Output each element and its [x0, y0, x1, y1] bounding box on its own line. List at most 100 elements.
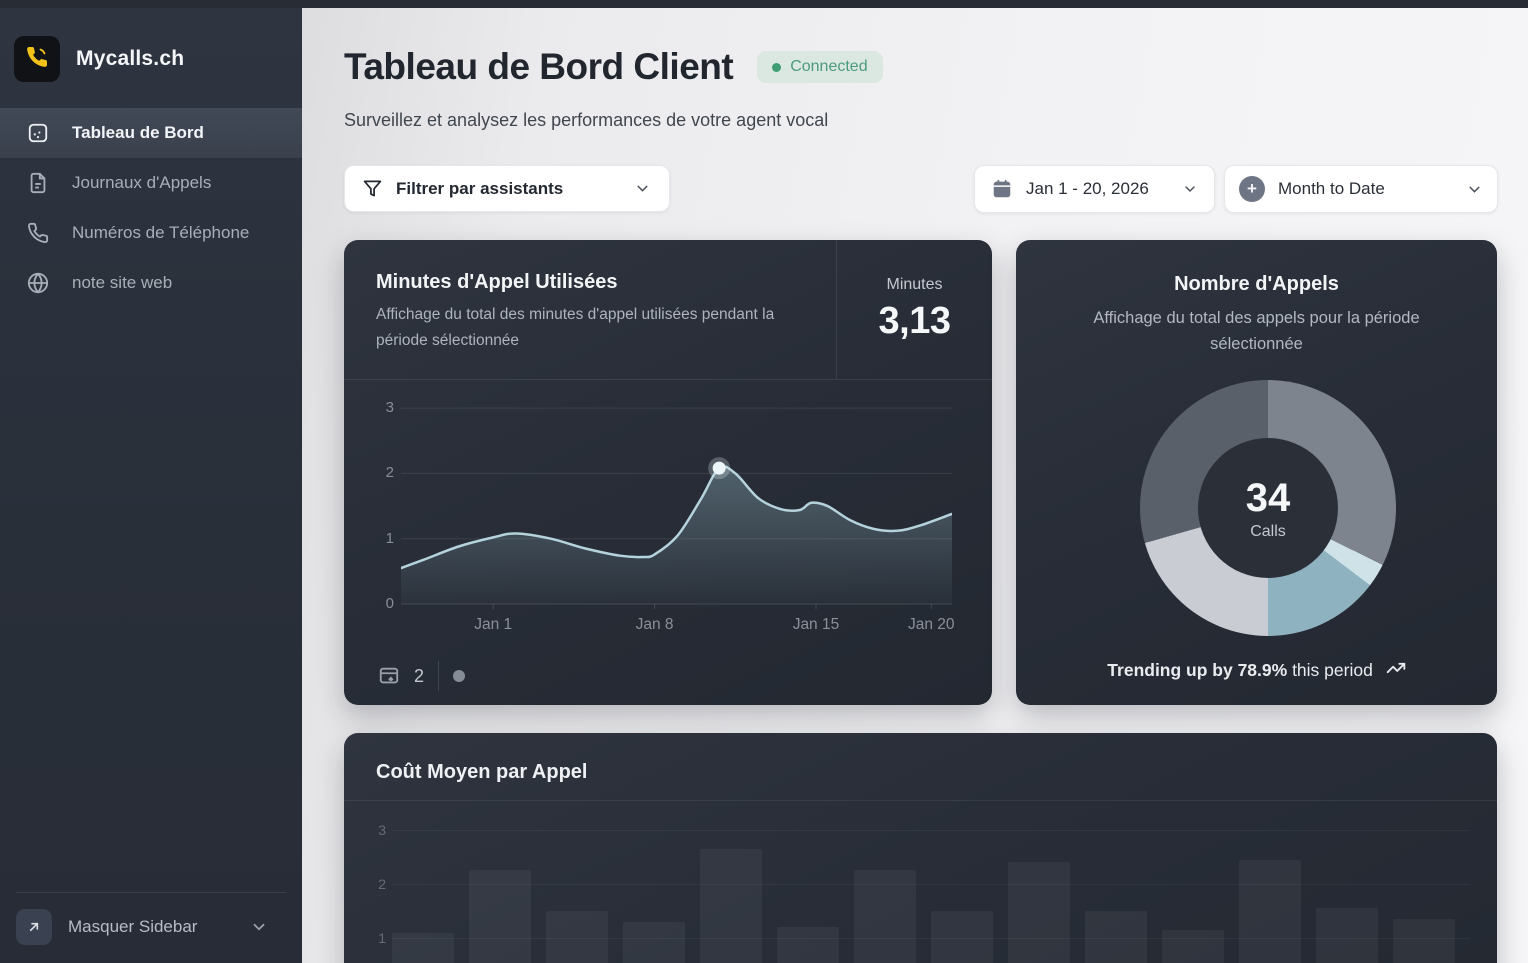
chart-series-count: 2 — [414, 665, 425, 686]
status-badge: Connected — [757, 51, 883, 83]
cost-bar — [1162, 930, 1224, 963]
cost-bar — [1008, 862, 1070, 963]
sidebar-item-dashboard[interactable]: Tableau de Bord — [0, 108, 302, 158]
brand-name: Mycalls.ch — [76, 47, 185, 70]
cost-bar — [546, 911, 608, 963]
sidebar-item-label: Tableau de Bord — [72, 123, 204, 142]
calls-donut-chart: 34 Calls — [1140, 380, 1396, 636]
y-tick-label: 2 — [385, 464, 394, 482]
trending-up-icon — [1386, 658, 1406, 678]
card-divider — [344, 800, 1497, 801]
sidebar-item-label: Numéros de Téléphone — [72, 223, 250, 242]
sidebar-item-label: note site web — [72, 273, 173, 292]
cost-bar — [1316, 908, 1378, 963]
calls-card: Nombre d'Appels Affichage du total des a… — [1016, 240, 1497, 705]
y-tick-label: 3 — [378, 821, 386, 838]
chevron-down-icon[interactable] — [250, 918, 268, 936]
x-tick-label: Jan 20 — [907, 616, 955, 633]
gridline — [392, 937, 1470, 939]
y-tick-label: 2 — [378, 875, 386, 892]
y-tick-label: 1 — [385, 529, 394, 547]
y-tick-label: 3 — [385, 399, 394, 417]
cost-bar — [777, 927, 839, 963]
cost-bar — [1393, 919, 1455, 963]
cost-bar — [392, 933, 454, 963]
y-tick-label: 0 — [385, 595, 394, 612]
footer-divider — [438, 661, 440, 691]
status-badge-label: Connected — [790, 58, 868, 75]
cost-bar — [931, 911, 993, 963]
status-dot-icon — [772, 62, 782, 72]
date-preset-label: Month to Date — [1278, 179, 1385, 198]
sidebar-item-phone-numbers[interactable]: Numéros de Téléphone — [0, 208, 302, 258]
x-tick-label: Jan 8 — [635, 616, 674, 633]
collapse-sidebar-label: Masquer Sidebar — [68, 917, 198, 936]
cost-bar-chart — [392, 806, 1470, 963]
dashboard-icon — [26, 121, 50, 145]
assistant-filter-label: Filtrer par assistants — [396, 178, 564, 198]
collapse-sidebar-button[interactable]: Masquer Sidebar — [16, 909, 286, 945]
cost-bar — [623, 922, 685, 963]
date-preset-dropdown[interactable]: + Month to Date — [1224, 165, 1498, 213]
assistant-filter-dropdown[interactable]: Filtrer par assistants — [344, 165, 670, 212]
sidebar-divider — [16, 892, 286, 893]
date-range-label: Jan 1 - 20, 2026 — [1026, 179, 1149, 198]
cost-bar — [469, 870, 531, 963]
card-divider — [344, 379, 992, 380]
chevron-down-icon — [1182, 181, 1198, 197]
gridline — [392, 883, 1470, 885]
filter-funnel-icon — [363, 179, 382, 198]
window-top-bar — [0, 0, 1528, 8]
donut-center: 34 Calls — [1198, 438, 1338, 578]
globe-icon — [26, 271, 50, 295]
gridline — [392, 829, 1470, 831]
minutes-area-chart — [399, 395, 954, 610]
document-icon — [26, 171, 50, 195]
sidebar-item-call-logs[interactable]: Journaux d'Appels — [0, 158, 302, 208]
page-title: Tableau de Bord Client — [344, 46, 734, 87]
panel-arrow-icon — [378, 665, 400, 687]
sidebar-footer: Masquer Sidebar — [0, 878, 302, 963]
cost-card-title: Coût Moyen par Appel — [376, 761, 588, 783]
cost-chart-grid — [392, 806, 1470, 963]
x-tick-label: Jan 15 — [792, 616, 840, 633]
phone-handset-icon — [26, 221, 50, 245]
page-subtitle: Surveillez et analysez les performances … — [344, 110, 829, 130]
calls-total-value: 34 — [1245, 475, 1291, 520]
minutes-chart-y-axis: 0 1 2 3 — [364, 395, 394, 612]
cost-bar — [854, 870, 916, 963]
minutes-metric: Minutes 3,13 — [836, 240, 992, 379]
brand-logo — [14, 36, 60, 82]
cost-card: Coût Moyen par Appel 1 2 3 — [344, 733, 1497, 963]
date-range-dropdown[interactable]: Jan 1 - 20, 2026 — [974, 165, 1215, 213]
minutes-card-title: Minutes d'Appel Utilisées — [376, 271, 618, 293]
minutes-chart-x-axis: Jan 1 Jan 8 Jan 15 Jan 20 — [401, 616, 954, 638]
calls-total-label: Calls — [1250, 522, 1286, 540]
calls-card-description: Affichage du total des appels pour la pé… — [1093, 309, 1420, 353]
chevron-down-icon — [1466, 181, 1483, 198]
phone-icon — [25, 45, 49, 74]
x-tick-label: Jan 1 — [474, 616, 513, 633]
cost-bar — [1239, 860, 1301, 963]
cost-bar — [700, 849, 762, 963]
minutes-metric-label: Minutes — [886, 276, 943, 293]
sidebar-item-label: Journaux d'Appels — [72, 173, 212, 192]
minutes-card: Minutes d'Appel Utilisées Affichage du t… — [344, 240, 992, 705]
minutes-metric-value: 3,13 — [878, 300, 951, 342]
cost-chart-y-axis: 1 2 3 — [366, 806, 386, 963]
legend-dot-icon — [453, 670, 466, 682]
trend-text: Trending up by 78.9% this period — [1016, 658, 1497, 681]
brand: Mycalls.ch — [0, 8, 302, 108]
calls-card-title: Nombre d'Appels — [1174, 273, 1339, 295]
minutes-chart-footer: 2 — [378, 661, 466, 691]
calendar-icon — [991, 178, 1013, 200]
arrow-up-right-icon — [16, 909, 52, 945]
chevron-down-icon — [634, 180, 651, 197]
main-content: Tableau de Bord Client Connected Surveil… — [302, 8, 1528, 963]
cost-bar — [1085, 911, 1147, 963]
y-tick-label: 1 — [378, 929, 386, 946]
plus-circle-icon: + — [1239, 176, 1265, 202]
sidebar-item-website-note[interactable]: note site web — [0, 258, 302, 308]
minutes-card-description: Affichage du total des minutes d'appel u… — [376, 306, 775, 349]
